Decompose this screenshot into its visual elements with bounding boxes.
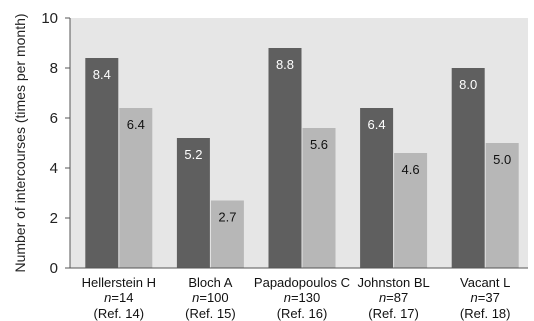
bar (210, 200, 244, 268)
data-label: 2.7 (218, 210, 236, 225)
data-label: 5.0 (493, 152, 511, 167)
y-axis-label: Number of intercourses (times per month) (12, 13, 28, 272)
y-tick-label: 6 (50, 110, 58, 127)
sample-size-value: =87 (386, 290, 408, 305)
x-category-sample-size: n=14 (104, 290, 133, 305)
sample-size-symbol: n (471, 290, 478, 305)
y-tick-label: 8 (50, 60, 58, 77)
x-category-sample-size: n=130 (284, 290, 321, 305)
sample-size-symbol: n (104, 290, 111, 305)
sample-size-symbol: n (379, 290, 386, 305)
x-category-reference: (Ref. 14) (94, 306, 145, 321)
sample-size-symbol: n (284, 290, 291, 305)
data-label: 8.0 (459, 77, 477, 92)
x-category-label: Hellerstein H (82, 275, 156, 290)
data-label: 8.4 (93, 67, 111, 82)
bar (176, 138, 210, 268)
bar (451, 68, 485, 268)
sample-size-value: =100 (199, 290, 228, 305)
bar (302, 128, 336, 268)
bar (485, 143, 519, 268)
data-label: 8.8 (276, 57, 294, 72)
x-category-reference: (Ref. 15) (185, 306, 236, 321)
y-tick-label: 10 (41, 10, 58, 27)
x-category-reference: (Ref. 16) (277, 306, 328, 321)
x-category-reference: (Ref. 18) (460, 306, 511, 321)
x-category-sample-size: n=37 (471, 290, 500, 305)
x-axis: Hellerstein Hn=14(Ref. 14)Bloch An=100(R… (70, 267, 528, 321)
y-tick-label: 2 (50, 210, 58, 227)
x-category-label: Papadopoulos C (254, 275, 350, 290)
data-label: 6.4 (368, 117, 386, 132)
x-category-label: Vacant L (460, 275, 510, 290)
data-label: 4.6 (402, 162, 420, 177)
y-tick-label: 4 (50, 160, 58, 177)
sample-size-value: =130 (291, 290, 320, 305)
bar (119, 108, 153, 268)
x-category-label: Bloch A (188, 275, 232, 290)
bars: 8.4 6.4 5.2 2.7 8.8 5.6 6.4 4.6 8.0 5.0 (85, 48, 519, 268)
y-tick-label: 0 (50, 260, 58, 277)
y-axis: 0 2 4 6 8 10 (41, 10, 71, 277)
sample-size-symbol: n (192, 290, 199, 305)
bar (85, 58, 119, 268)
x-category-sample-size: n=87 (379, 290, 408, 305)
x-category-label: Johnston BL (357, 275, 429, 290)
sample-size-value: =37 (478, 290, 500, 305)
data-label: 5.6 (310, 137, 328, 152)
x-category-reference: (Ref. 17) (368, 306, 419, 321)
data-label: 6.4 (127, 117, 145, 132)
bar (394, 153, 428, 268)
data-label: 5.2 (184, 147, 202, 162)
x-category-sample-size: n=100 (192, 290, 229, 305)
bar (268, 48, 302, 268)
bar (360, 108, 394, 268)
sample-size-value: =14 (111, 290, 133, 305)
